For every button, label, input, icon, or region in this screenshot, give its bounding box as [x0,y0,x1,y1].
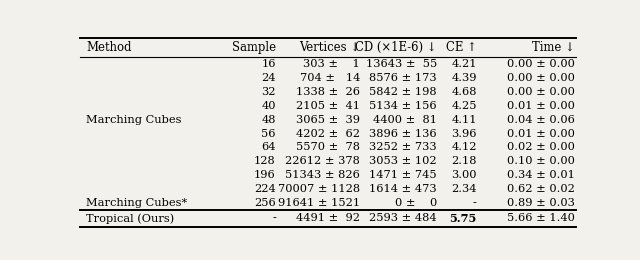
Text: 2593 ± 484: 2593 ± 484 [369,213,437,223]
Text: Tropical (Ours): Tropical (Ours) [86,213,174,224]
Text: 8576 ± 173: 8576 ± 173 [369,73,437,83]
Text: 51343 ± 826: 51343 ± 826 [285,170,360,180]
Text: 128: 128 [254,156,276,166]
Text: 4.39: 4.39 [451,73,477,83]
Text: 0.02 ± 0.00: 0.02 ± 0.00 [507,142,575,152]
Text: 56: 56 [261,128,276,139]
Text: CE ↑: CE ↑ [446,41,477,54]
Text: 4400 ±  81: 4400 ± 81 [373,115,437,125]
Text: 2105 ±  41: 2105 ± 41 [296,101,360,111]
Text: -: - [473,198,477,208]
Text: 0.62 ± 0.02: 0.62 ± 0.02 [507,184,575,194]
Text: CD (×1E-6) ↓: CD (×1E-6) ↓ [355,41,437,54]
Text: 5570 ±  78: 5570 ± 78 [296,142,360,152]
Text: 24: 24 [261,73,276,83]
Text: 48: 48 [261,115,276,125]
Text: 4.21: 4.21 [451,59,477,69]
Text: 0.00 ± 0.00: 0.00 ± 0.00 [507,87,575,97]
Text: 16: 16 [261,59,276,69]
Text: 3053 ± 102: 3053 ± 102 [369,156,437,166]
Text: 3.96: 3.96 [451,128,477,139]
Text: 4.68: 4.68 [451,87,477,97]
Text: 40: 40 [261,101,276,111]
Text: 3065 ±  39: 3065 ± 39 [296,115,360,125]
Text: 5.66 ± 1.40: 5.66 ± 1.40 [507,213,575,223]
Text: 4.12: 4.12 [451,142,477,152]
Text: 0.34 ± 0.01: 0.34 ± 0.01 [507,170,575,180]
Text: 0.10 ± 0.00: 0.10 ± 0.00 [507,156,575,166]
Text: Method: Method [86,41,131,54]
Text: Time ↓: Time ↓ [532,41,575,54]
Text: 0.89 ± 0.03: 0.89 ± 0.03 [507,198,575,208]
Text: 704 ±   14: 704 ± 14 [300,73,360,83]
Text: 70007 ± 1128: 70007 ± 1128 [278,184,360,194]
Text: 3.00: 3.00 [451,170,477,180]
Text: 196: 196 [254,170,276,180]
Text: 2.34: 2.34 [451,184,477,194]
Text: 13643 ±  55: 13643 ± 55 [366,59,437,69]
Text: 0.04 ± 0.06: 0.04 ± 0.06 [507,115,575,125]
Text: 224: 224 [254,184,276,194]
Text: 4491 ±  92: 4491 ± 92 [296,213,360,223]
Text: 0.00 ± 0.00: 0.00 ± 0.00 [507,73,575,83]
Text: 256: 256 [254,198,276,208]
Text: 4202 ±  62: 4202 ± 62 [296,128,360,139]
Text: 1471 ± 745: 1471 ± 745 [369,170,437,180]
Text: 5.75: 5.75 [449,213,477,224]
Text: 4.11: 4.11 [451,115,477,125]
Text: 2.18: 2.18 [451,156,477,166]
Text: 0.01 ± 0.00: 0.01 ± 0.00 [507,101,575,111]
Text: 3896 ± 136: 3896 ± 136 [369,128,437,139]
Text: -: - [272,213,276,223]
Text: Sample: Sample [232,41,276,54]
Text: 5134 ± 156: 5134 ± 156 [369,101,437,111]
Text: 3252 ± 733: 3252 ± 733 [369,142,437,152]
Text: Marching Cubes*: Marching Cubes* [86,198,187,208]
Text: 1338 ±  26: 1338 ± 26 [296,87,360,97]
Text: 32: 32 [261,87,276,97]
Text: 0.00 ± 0.00: 0.00 ± 0.00 [507,59,575,69]
Text: 64: 64 [261,142,276,152]
Text: Marching Cubes: Marching Cubes [86,115,182,125]
Text: 0.01 ± 0.00: 0.01 ± 0.00 [507,128,575,139]
Text: 5842 ± 198: 5842 ± 198 [369,87,437,97]
Text: 0 ±    0: 0 ± 0 [395,198,437,208]
Text: 303 ±    1: 303 ± 1 [303,59,360,69]
Text: 22612 ± 378: 22612 ± 378 [285,156,360,166]
Text: 1614 ± 473: 1614 ± 473 [369,184,437,194]
Text: Vertices ↓: Vertices ↓ [299,41,360,54]
Text: 4.25: 4.25 [451,101,477,111]
Text: 91641 ± 1521: 91641 ± 1521 [278,198,360,208]
